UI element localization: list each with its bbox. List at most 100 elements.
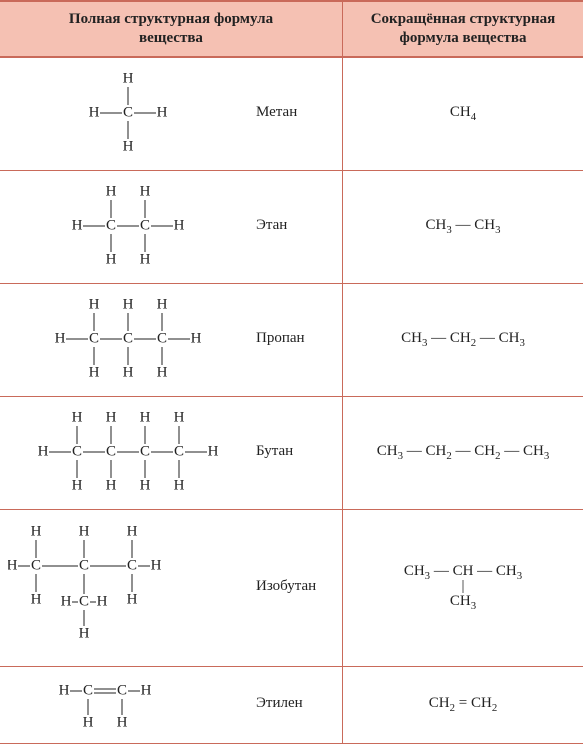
svg-text:H: H [157,296,168,312]
table-row: HCCHHHЭтиленCH2 = CH2 [0,666,583,743]
table-body: HCHHHМетанCH4HCHHCHHHЭтанCH3 — CH3HCHHCH… [0,57,583,744]
svg-text:C: C [89,330,99,346]
svg-text:H: H [106,409,117,425]
full-formula-cell: HCHHCHHHЭтан [0,170,343,283]
full-formula-cell: H C H H C H H C H H H Пропан [0,283,343,396]
svg-text:H: H [89,296,100,312]
svg-text:C: C [140,217,150,233]
svg-text:C: C [72,443,82,459]
svg-text:H: H [106,183,117,199]
full-formula-cell: HCHHCHHCHHCHHHБутан [0,396,343,509]
condensed-formula: CH4 [450,104,476,120]
table-row: HCHHCHHHЭтанCH3 — CH3 [0,170,583,283]
svg-text:C: C [174,443,184,459]
compound-name: Бутан [256,443,334,460]
svg-text:H: H [191,330,202,346]
svg-text:H: H [208,443,219,459]
table-row: H C H H H Метан CH4 [0,57,583,171]
condensed-formula: CH3 — CH3 [426,217,501,233]
svg-text:H: H [31,523,42,539]
svg-text:C: C [123,104,133,120]
svg-text:C: C [157,330,167,346]
structural-formula: H C H H H [8,68,248,158]
header-right: Сокращённая структурная формула вещества [343,1,583,57]
full-formula-cell: HCCHHHЭтилен [0,666,343,743]
compound-name: Метан [256,104,334,121]
header-left-line1: Полная структурная формула [69,11,273,27]
svg-text:H: H [123,138,134,154]
compound-name: Этан [256,217,334,234]
structural-formula: HCHHCHHCHHCHHH [8,407,248,497]
svg-text:C: C [83,682,93,698]
condensed-formula-cell: CH3 — CH — CH3|CH3 [343,509,583,666]
table-row: HCHHCHHCHHCHHHБутанCH3 — CH2 — CH2 — CH3 [0,396,583,509]
svg-text:H: H [141,682,152,698]
svg-text:H: H [157,364,168,380]
svg-text:H: H [123,364,134,380]
structural-formula: HCCHHH [8,677,248,731]
table-row: H C H H C H H C H H H Пропан CH3 — CH2 — CH3 [0,283,583,396]
svg-text:C: C [79,557,89,573]
svg-text:H: H [174,409,185,425]
svg-text:H: H [59,682,70,698]
condensed-formula: CH3 — CH — CH3|CH3 [404,563,522,611]
full-formula-cell: HHHHCCCHHCHHHHИзобутан [0,509,343,666]
compound-name: Этилен [256,695,334,712]
svg-text:H: H [174,217,185,233]
structural-formula: HHHHCCCHHCHHHH [8,520,248,654]
svg-text:H: H [31,591,42,607]
svg-text:H: H [157,104,168,120]
svg-text:H: H [55,330,66,346]
svg-text:H: H [140,251,151,267]
svg-text:H: H [140,409,151,425]
compound-name: Пропан [256,330,334,347]
svg-text:H: H [123,70,134,86]
condensed-formula-cell: CH3 — CH3 [343,170,583,283]
condensed-formula-cell: CH2 = CH2 [343,666,583,743]
svg-text:C: C [140,443,150,459]
table-row: HHHHCCCHHCHHHHИзобутанCH3 — CH — CH3|CH3 [0,509,583,666]
compound-name: Изобутан [256,578,334,595]
svg-text:C: C [79,593,89,609]
svg-text:H: H [106,477,117,493]
condensed-formula: CH3 — CH2 — CH2 — CH3 [377,443,550,459]
header-left-line2: вещества [139,30,203,46]
condensed-formula-cell: CH3 — CH2 — CH2 — CH3 [343,396,583,509]
svg-text:H: H [38,443,49,459]
svg-text:H: H [89,364,100,380]
svg-text:H: H [106,251,117,267]
svg-text:H: H [89,104,100,120]
svg-text:C: C [31,557,41,573]
svg-text:H: H [151,557,162,573]
svg-text:H: H [79,625,90,641]
condensed-formula: CH2 = CH2 [429,695,497,711]
chemistry-table: Полная структурная формула вещества Сокр… [0,0,583,744]
svg-text:H: H [61,593,72,609]
header-left: Полная структурная формула вещества [0,1,343,57]
svg-text:H: H [83,714,94,730]
svg-text:H: H [8,557,18,573]
condensed-formula-cell: CH4 [343,57,583,171]
svg-text:C: C [123,330,133,346]
header-right-line2: формула вещества [400,30,527,46]
structural-formula: HCHHCHHH [8,181,248,271]
svg-text:H: H [117,714,128,730]
svg-text:H: H [140,183,151,199]
svg-text:H: H [127,591,138,607]
svg-text:H: H [79,523,90,539]
structural-formula: H C H H C H H C H H H [8,294,248,384]
svg-text:C: C [106,443,116,459]
svg-text:C: C [106,217,116,233]
svg-text:H: H [97,593,108,609]
condensed-formula: CH3 — CH2 — CH3 [401,330,525,346]
condensed-formula-cell: CH3 — CH2 — CH3 [343,283,583,396]
svg-text:C: C [127,557,137,573]
svg-text:H: H [140,477,151,493]
full-formula-cell: H C H H H Метан [0,57,343,171]
svg-text:H: H [174,477,185,493]
header-right-line1: Сокращённая структурная [371,11,556,27]
svg-text:H: H [72,477,83,493]
svg-text:C: C [117,682,127,698]
svg-text:H: H [123,296,134,312]
svg-text:H: H [127,523,138,539]
